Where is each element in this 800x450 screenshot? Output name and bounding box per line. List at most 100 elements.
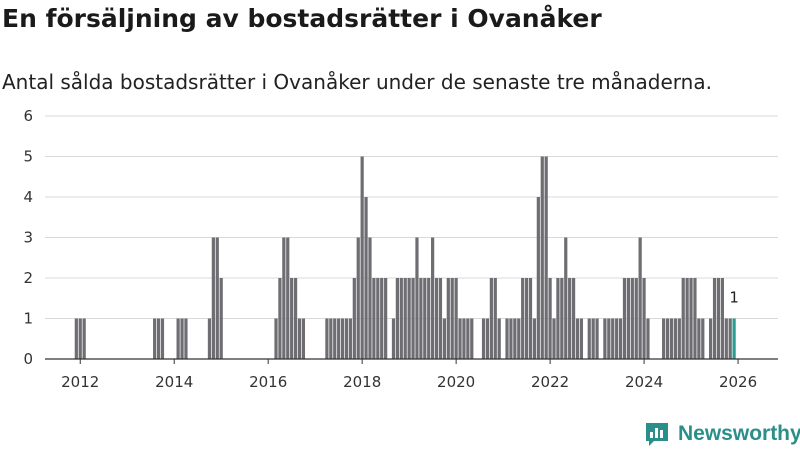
bar xyxy=(395,278,399,359)
bar xyxy=(548,278,552,359)
bar xyxy=(207,318,212,359)
bar xyxy=(662,318,666,359)
bar xyxy=(571,278,576,359)
bar xyxy=(595,318,599,359)
bar xyxy=(634,278,638,359)
bar xyxy=(697,318,701,359)
bar xyxy=(489,278,493,359)
bar xyxy=(481,318,486,359)
data-label: 1 xyxy=(729,289,739,307)
bar xyxy=(380,278,384,359)
bar xyxy=(411,278,415,359)
bar xyxy=(544,156,548,359)
bar xyxy=(673,318,677,359)
bar xyxy=(274,318,278,359)
bar xyxy=(325,318,329,359)
bar xyxy=(536,197,540,359)
bar xyxy=(211,237,215,359)
page-subtitle: Antal sålda bostadsrätter i Ovanåker und… xyxy=(2,70,712,94)
bar xyxy=(454,278,458,359)
bar xyxy=(301,318,306,359)
bar xyxy=(399,278,403,359)
bar xyxy=(485,318,490,359)
bar xyxy=(462,318,466,359)
bar xyxy=(560,278,564,359)
bar xyxy=(532,318,537,359)
bar xyxy=(724,318,728,359)
bar xyxy=(156,318,161,359)
bar xyxy=(282,237,286,359)
bar xyxy=(376,278,380,359)
bar xyxy=(528,278,533,359)
bar xyxy=(603,318,607,359)
bar xyxy=(642,278,646,359)
bar xyxy=(458,318,462,359)
y-tick-label: 0 xyxy=(23,350,33,368)
bar xyxy=(669,318,674,359)
bar xyxy=(419,278,423,359)
bar xyxy=(615,318,619,359)
bar xyxy=(552,318,556,359)
bar xyxy=(521,278,525,359)
bar xyxy=(352,278,356,359)
bar xyxy=(693,278,697,359)
bar xyxy=(575,318,580,359)
brand-name: Newsworthy xyxy=(678,422,800,445)
bar xyxy=(720,278,724,359)
bar xyxy=(540,156,544,359)
bar xyxy=(556,278,560,359)
bar xyxy=(160,318,165,359)
bar xyxy=(333,318,337,359)
bar xyxy=(329,318,333,359)
bar xyxy=(497,318,501,359)
y-tick-label: 6 xyxy=(23,107,33,125)
bar xyxy=(368,237,372,359)
bar xyxy=(372,278,376,359)
bar xyxy=(470,318,474,359)
bar xyxy=(78,318,82,359)
bar xyxy=(591,318,595,359)
bar xyxy=(438,278,443,359)
bar xyxy=(297,318,302,359)
bar xyxy=(564,237,568,359)
bar-highlight xyxy=(732,318,736,359)
bar xyxy=(701,318,705,359)
y-tick-label: 5 xyxy=(23,148,33,166)
bar xyxy=(364,197,368,359)
x-tick-label: 2024 xyxy=(625,373,663,391)
bar xyxy=(509,318,513,359)
bar xyxy=(337,318,341,359)
bar xyxy=(568,278,572,359)
bar xyxy=(431,237,435,359)
bar xyxy=(579,318,584,359)
newsworthy-brand: Newsworthy xyxy=(644,420,800,448)
bar xyxy=(709,318,713,359)
bar xyxy=(356,237,360,359)
x-tick-label: 2012 xyxy=(61,373,99,391)
bar xyxy=(180,318,184,359)
bar xyxy=(384,278,388,359)
bar xyxy=(626,278,631,359)
bar xyxy=(466,318,470,359)
bar xyxy=(403,278,407,359)
bar xyxy=(716,278,721,359)
bar xyxy=(176,318,180,359)
bar xyxy=(427,278,431,359)
bar xyxy=(638,237,642,359)
bar xyxy=(505,318,509,359)
x-tick-label: 2022 xyxy=(531,373,569,391)
bar xyxy=(340,318,345,359)
x-tick-label: 2016 xyxy=(249,373,287,391)
bar xyxy=(293,278,298,359)
bar xyxy=(517,318,521,359)
bar xyxy=(728,318,732,359)
bar xyxy=(434,278,439,359)
y-tick-label: 2 xyxy=(23,269,33,287)
bar xyxy=(344,318,349,359)
bar xyxy=(446,278,450,359)
y-tick-label: 3 xyxy=(23,229,33,247)
bar xyxy=(665,318,670,359)
bar xyxy=(82,318,86,359)
bar xyxy=(689,278,693,359)
